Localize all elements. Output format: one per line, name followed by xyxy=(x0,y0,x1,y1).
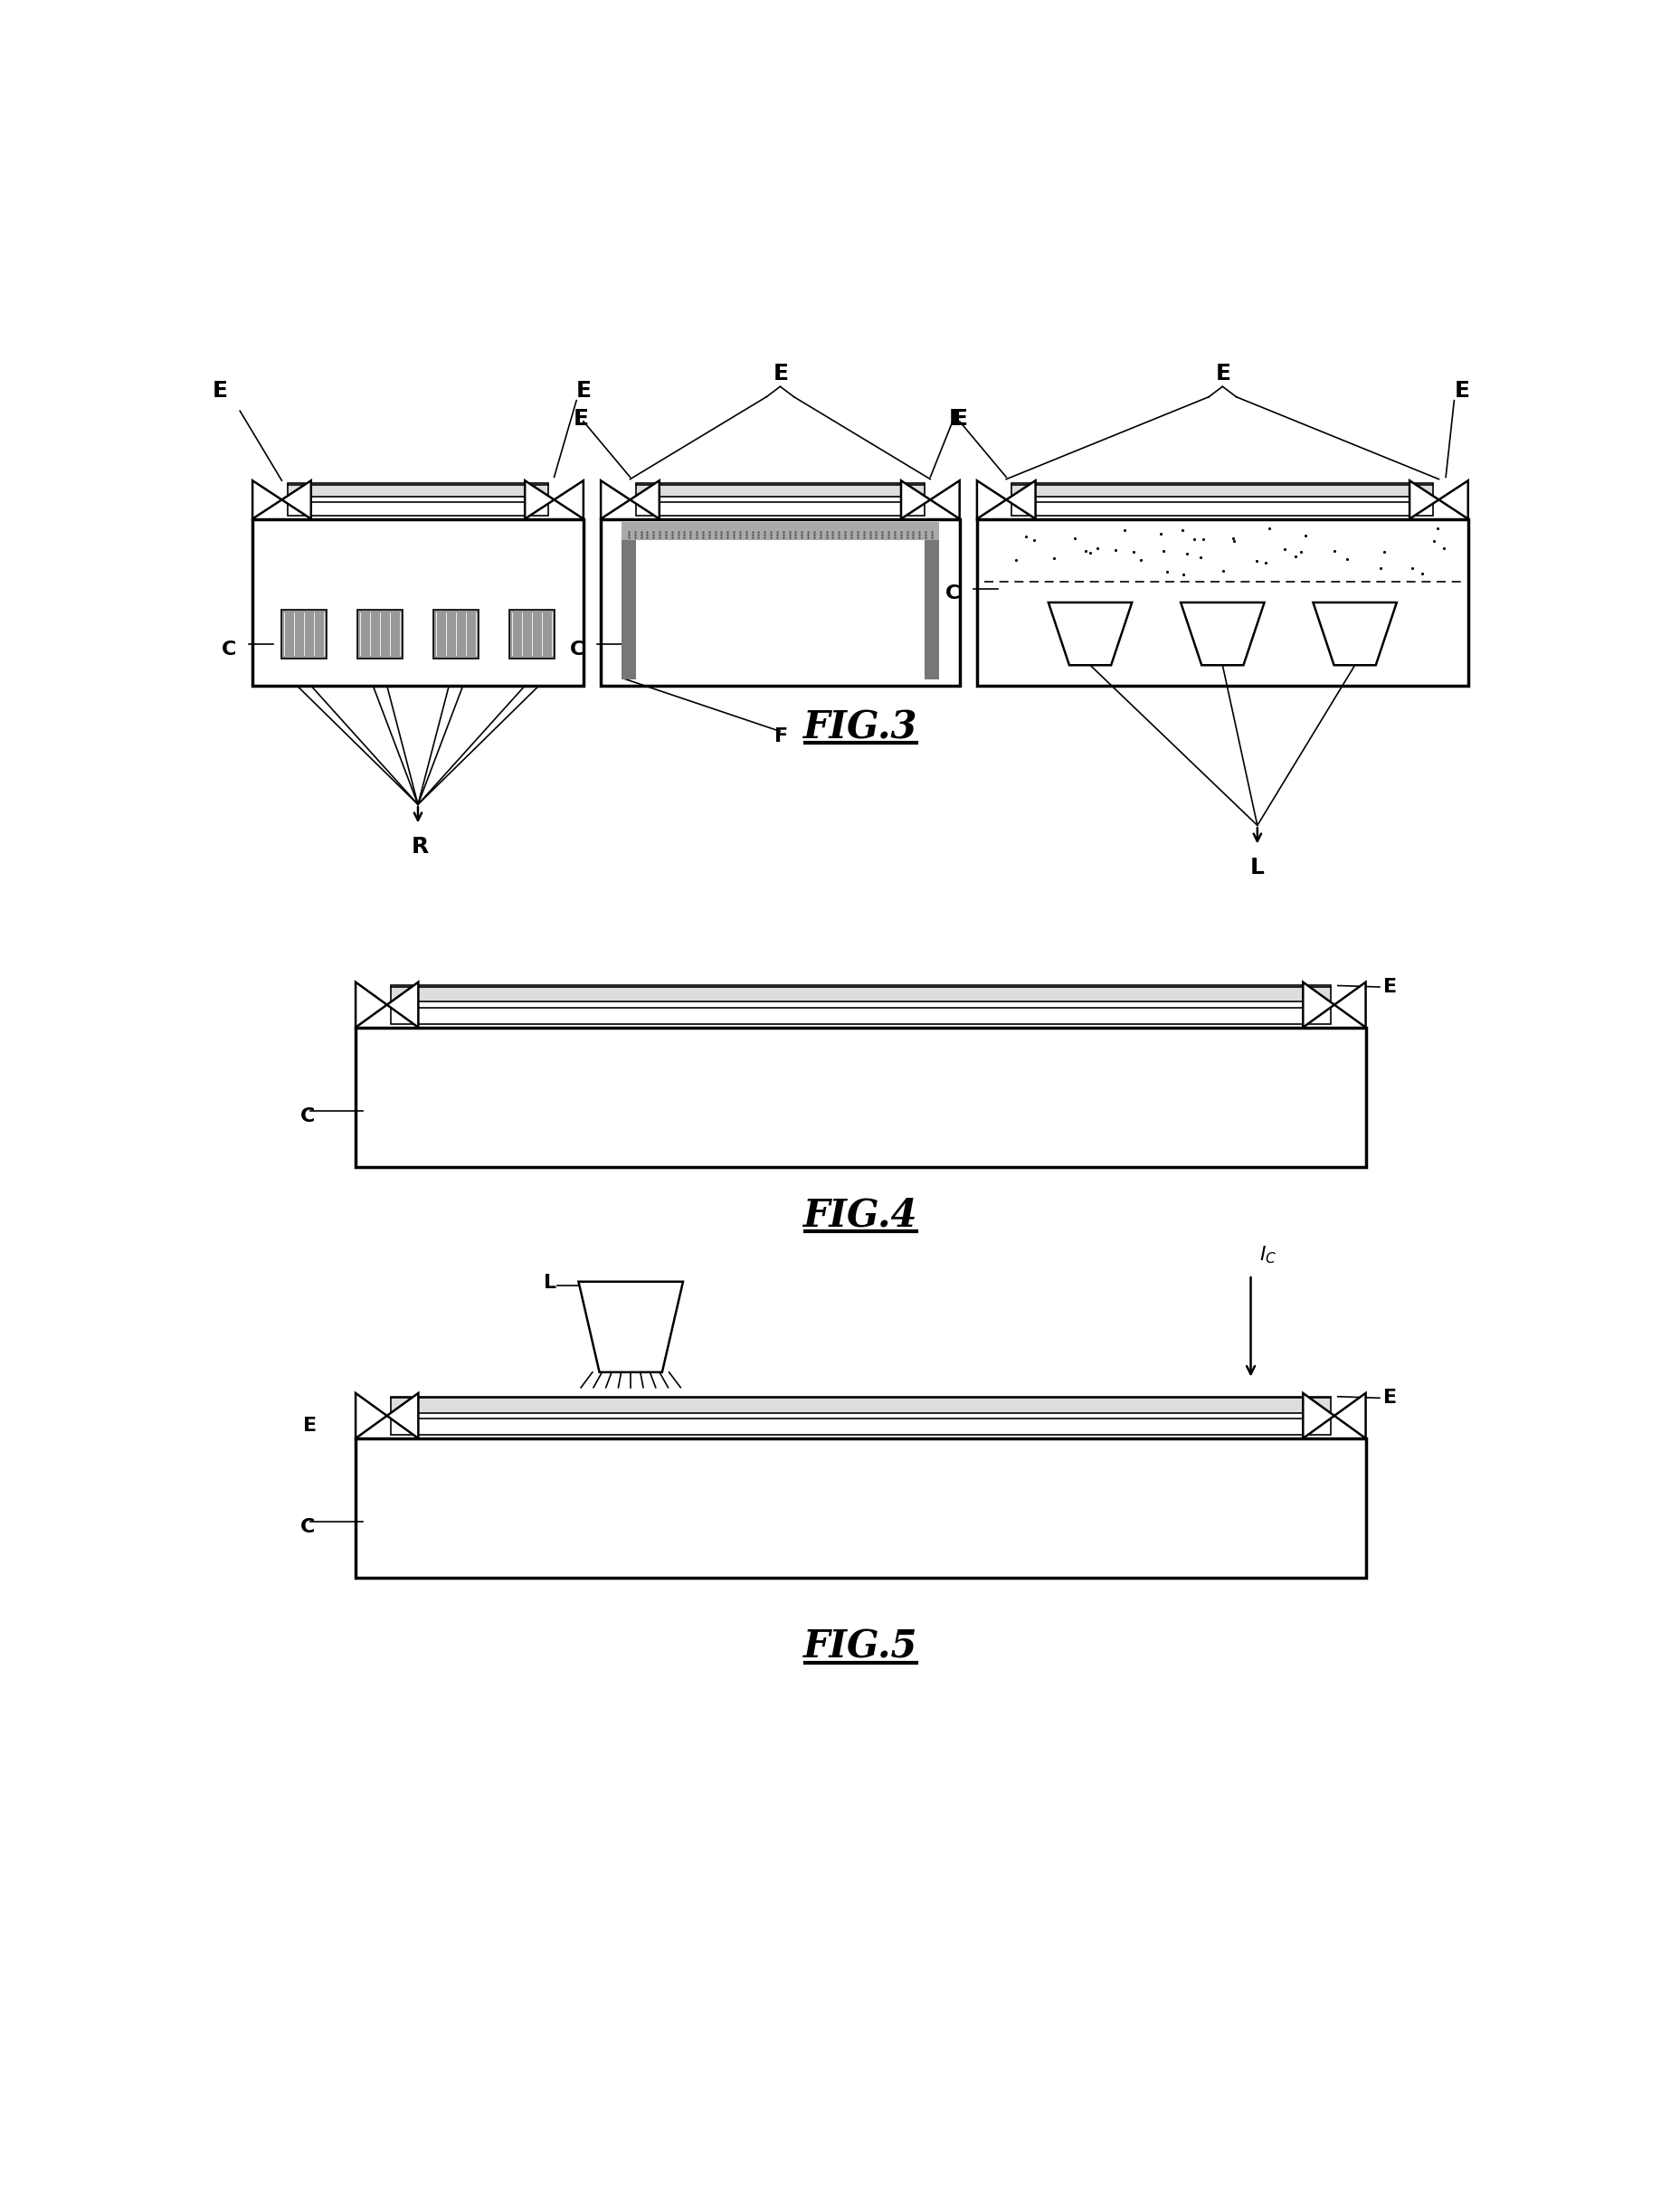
Bar xyxy=(622,522,939,539)
Bar xyxy=(635,484,924,497)
Bar xyxy=(390,1419,1331,1435)
Bar xyxy=(1011,484,1433,497)
Polygon shape xyxy=(1006,480,1035,520)
Polygon shape xyxy=(386,1393,418,1439)
Bar xyxy=(390,986,1331,1002)
Text: E: E xyxy=(773,363,788,385)
Polygon shape xyxy=(1438,480,1468,520)
Polygon shape xyxy=(1304,1393,1334,1439)
Text: $I_C$: $I_C$ xyxy=(1258,1245,1277,1267)
Polygon shape xyxy=(356,1393,386,1439)
Bar xyxy=(390,1008,1331,1024)
Polygon shape xyxy=(630,480,659,520)
Polygon shape xyxy=(1334,982,1366,1028)
Text: C: C xyxy=(570,641,585,659)
Bar xyxy=(287,484,549,497)
Bar xyxy=(287,502,549,515)
Text: E: E xyxy=(953,407,968,429)
Bar xyxy=(622,533,635,679)
Text: L: L xyxy=(1250,858,1265,878)
Bar xyxy=(635,502,924,515)
Bar xyxy=(356,1439,1366,1579)
Polygon shape xyxy=(978,480,1006,520)
Polygon shape xyxy=(900,480,931,520)
Bar xyxy=(924,533,939,679)
Polygon shape xyxy=(1334,1393,1366,1439)
Text: C: C xyxy=(301,1108,314,1125)
Bar xyxy=(1011,502,1433,515)
Polygon shape xyxy=(1048,601,1132,666)
Polygon shape xyxy=(601,480,630,520)
Polygon shape xyxy=(1314,601,1396,666)
Bar xyxy=(356,1028,1366,1167)
Polygon shape xyxy=(252,480,282,520)
Bar xyxy=(282,610,328,659)
Bar xyxy=(509,610,554,659)
Text: E: E xyxy=(1455,380,1470,402)
Text: F: F xyxy=(774,727,788,745)
Bar xyxy=(252,520,583,685)
Text: E: E xyxy=(304,1417,318,1435)
Text: FIG.3: FIG.3 xyxy=(803,710,917,747)
Polygon shape xyxy=(1181,601,1265,666)
Text: E: E xyxy=(573,407,588,429)
Bar xyxy=(390,1397,1331,1413)
Text: C: C xyxy=(222,641,235,659)
Text: E: E xyxy=(576,380,591,402)
Text: E: E xyxy=(212,380,227,402)
Bar xyxy=(601,520,959,685)
Text: L: L xyxy=(544,1274,556,1291)
Text: C: C xyxy=(946,584,961,604)
Text: R: R xyxy=(412,836,428,858)
Text: E: E xyxy=(1216,363,1231,385)
Text: E: E xyxy=(1383,977,1396,997)
Polygon shape xyxy=(931,480,959,520)
Polygon shape xyxy=(282,480,311,520)
Polygon shape xyxy=(1410,480,1438,520)
Text: C: C xyxy=(301,1519,314,1537)
Text: FIG.4: FIG.4 xyxy=(803,1196,917,1234)
Polygon shape xyxy=(386,982,418,1028)
Bar xyxy=(358,610,403,659)
Text: E: E xyxy=(1383,1389,1396,1406)
Polygon shape xyxy=(1304,982,1334,1028)
Polygon shape xyxy=(356,982,386,1028)
Text: FIG.5: FIG.5 xyxy=(803,1627,917,1667)
Polygon shape xyxy=(578,1282,684,1373)
Bar xyxy=(978,520,1468,685)
Polygon shape xyxy=(524,480,554,520)
Polygon shape xyxy=(554,480,583,520)
Bar xyxy=(433,610,479,659)
Text: E: E xyxy=(949,407,964,429)
